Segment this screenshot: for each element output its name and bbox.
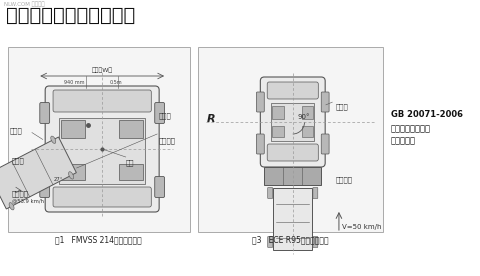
Bar: [59, 118, 145, 184]
FancyBboxPatch shape: [260, 77, 325, 167]
Bar: [119, 120, 144, 138]
FancyBboxPatch shape: [45, 86, 159, 212]
FancyBboxPatch shape: [40, 102, 49, 123]
Text: R: R: [206, 114, 215, 124]
Ellipse shape: [69, 172, 73, 179]
Bar: [272, 126, 284, 137]
Text: 乘员保护》: 乘员保护》: [391, 136, 416, 145]
FancyBboxPatch shape: [268, 187, 273, 198]
Text: 轮距（W）: 轮距（W）: [92, 67, 113, 73]
Text: @53.9 km/h: @53.9 km/h: [12, 198, 44, 203]
Bar: [272, 106, 284, 119]
Text: 行驶方向: 行驶方向: [12, 190, 29, 197]
Text: 90°: 90°: [298, 114, 310, 120]
FancyBboxPatch shape: [313, 237, 318, 248]
Text: NLW.COM 第一电动: NLW.COM 第一电动: [4, 1, 45, 7]
FancyBboxPatch shape: [40, 176, 49, 198]
Text: 图1   FMVSS 214侧面碰撞方式: 图1 FMVSS 214侧面碰撞方式: [55, 235, 142, 244]
Ellipse shape: [9, 203, 14, 210]
Bar: [119, 164, 144, 180]
Text: 基准线: 基准线: [10, 127, 23, 134]
FancyBboxPatch shape: [256, 92, 264, 112]
FancyBboxPatch shape: [313, 187, 318, 198]
FancyBboxPatch shape: [53, 90, 151, 112]
Text: 《汽车侧面碰撞的: 《汽车侧面碰撞的: [391, 124, 431, 133]
Text: 被测车: 被测车: [158, 112, 171, 119]
Text: 图3   ECE R95侧面碰撞方式: 图3 ECE R95侧面碰撞方式: [252, 235, 329, 244]
Text: GB 20071-2006: GB 20071-2006: [391, 110, 463, 119]
Text: 27°: 27°: [54, 177, 63, 182]
FancyBboxPatch shape: [267, 144, 318, 161]
Text: 碰撞点: 碰撞点: [12, 157, 24, 164]
Bar: [198, 47, 383, 232]
FancyBboxPatch shape: [53, 187, 151, 207]
FancyBboxPatch shape: [268, 237, 273, 248]
Bar: [273, 188, 312, 250]
Text: 940 mm: 940 mm: [64, 79, 84, 84]
Ellipse shape: [51, 136, 56, 144]
FancyBboxPatch shape: [256, 134, 264, 154]
FancyBboxPatch shape: [155, 176, 165, 198]
Bar: [271, 103, 314, 141]
Text: 移动壁障: 移动壁障: [158, 137, 175, 144]
Bar: [301, 126, 313, 137]
FancyBboxPatch shape: [321, 92, 329, 112]
Bar: [264, 167, 321, 185]
Text: 汽车的侧面碰撞安全标准: 汽车的侧面碰撞安全标准: [6, 6, 135, 25]
FancyBboxPatch shape: [267, 82, 318, 99]
Text: 移动壁障: 移动壁障: [336, 176, 353, 183]
Polygon shape: [0, 137, 76, 209]
Text: V=50 km/h: V=50 km/h: [342, 224, 382, 230]
Bar: [61, 120, 85, 138]
Bar: [8, 47, 190, 232]
Bar: [301, 106, 313, 119]
Text: 被测车: 被测车: [336, 103, 349, 110]
Text: 重心: 重心: [126, 159, 134, 166]
Bar: [61, 164, 85, 180]
Text: 0.5m: 0.5m: [110, 79, 123, 84]
FancyBboxPatch shape: [155, 102, 165, 123]
FancyBboxPatch shape: [321, 134, 329, 154]
